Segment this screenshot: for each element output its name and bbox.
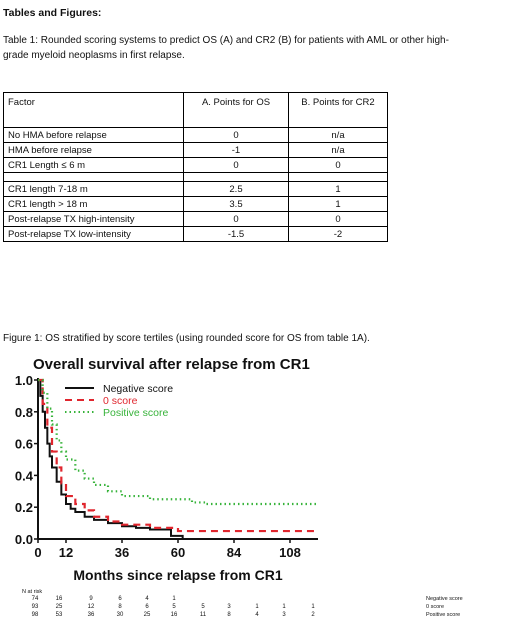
at-risk-count: 16 — [56, 596, 63, 602]
y-tick-label: 1.0 — [15, 373, 33, 388]
at-risk-count: 93 — [32, 604, 39, 610]
legend-label-1: Negative score — [103, 383, 173, 395]
at-risk-row-label: 0 score — [426, 604, 444, 610]
cell-os: 3.5 — [183, 196, 289, 212]
at-risk-count: 8 — [227, 612, 231, 618]
cell-factor: CR1 length 7-18 m — [3, 181, 184, 197]
at-risk-count: 9 — [89, 596, 93, 602]
table-caption-line-2: grade myeloid neoplasms in first relapse… — [3, 50, 185, 61]
cell-cr2: 0 — [288, 211, 388, 227]
cell-cr2: 1 — [288, 196, 388, 212]
at-risk-count: 12 — [88, 604, 95, 610]
spacer-cell — [183, 172, 289, 182]
cell-os: -1 — [183, 142, 289, 158]
at-risk-count: 16 — [171, 612, 178, 618]
x-tick-label: 108 — [279, 545, 301, 560]
at-risk-count: 98 — [32, 612, 39, 618]
cell-factor: CR1 Length ≤ 6 m — [3, 157, 184, 173]
x-tick-label: 60 — [171, 545, 185, 560]
x-tick-label: 12 — [59, 545, 73, 560]
series-line-2 — [38, 378, 318, 533]
table-row: Post-relapse TX high-intensity 0 0 — [3, 211, 388, 227]
y-tick-label: 0.2 — [15, 500, 33, 515]
x-tick-label: 36 — [115, 545, 129, 560]
cell-cr2: n/a — [288, 127, 388, 143]
at-risk-count: 4 — [255, 612, 259, 618]
scoring-table: Factor A. Points for OS B. Points for CR… — [3, 92, 388, 242]
table-row: CR1 length > 18 m 3.5 1 — [3, 196, 388, 212]
at-risk-count: 6 — [118, 596, 122, 602]
cell-cr2: 0 — [288, 157, 388, 173]
at-risk-count: 4 — [145, 596, 149, 602]
header-points-os: A. Points for OS — [183, 92, 289, 128]
at-risk-count: 25 — [56, 604, 63, 610]
table-row: CR1 length 7-18 m 2.5 1 — [3, 181, 388, 197]
cell-os: 0 — [183, 127, 289, 143]
series-line-1 — [38, 379, 184, 539]
spacer-cell — [288, 172, 388, 182]
figure-caption: Figure 1: OS stratified by score tertile… — [3, 333, 370, 344]
series-line-3 — [38, 378, 318, 506]
cell-os: 0 — [183, 157, 289, 173]
at-risk-count: 3 — [282, 612, 286, 618]
at-risk-row-label: Negative score — [426, 596, 463, 602]
at-risk-count: 1 — [282, 604, 286, 610]
cell-os: -1.5 — [183, 226, 289, 242]
cell-cr2: -2 — [288, 226, 388, 242]
at-risk-row-label: Positive score — [426, 612, 460, 618]
at-risk-count: 1 — [311, 604, 315, 610]
x-tick-label: 84 — [227, 545, 242, 560]
chart-title: Overall survival after relapse from CR1 — [33, 356, 310, 373]
at-risk-count: 8 — [118, 604, 122, 610]
cell-os: 2.5 — [183, 181, 289, 197]
at-risk-count: 1 — [255, 604, 259, 610]
at-risk-count: 6 — [145, 604, 149, 610]
y-tick-label: 0.4 — [15, 468, 34, 483]
cell-factor: No HMA before relapse — [3, 127, 184, 143]
at-risk-count: 2 — [311, 612, 315, 618]
x-tick-label: 0 — [34, 545, 41, 560]
at-risk-count: 5 — [201, 604, 205, 610]
at-risk-count: 1 — [172, 596, 176, 602]
header-points-cr2: B. Points for CR2 — [288, 92, 388, 128]
y-tick-label: 0.6 — [15, 437, 33, 452]
at-risk-count: 36 — [88, 612, 95, 618]
survival-chart: Overall survival after relapse from CR1 0… — [15, 356, 463, 618]
table-row: CR1 Length ≤ 6 m 0 0 — [3, 157, 388, 173]
section-heading: Tables and Figures: — [3, 7, 102, 19]
table-row: Post-relapse TX low-intensity -1.5 -2 — [3, 226, 388, 242]
cell-cr2: 1 — [288, 181, 388, 197]
header-factor: Factor — [3, 92, 184, 128]
y-tick-label: 0.0 — [15, 532, 33, 547]
table-spacer-row — [3, 172, 388, 182]
table-caption-line-1: Table 1: Rounded scoring systems to pred… — [3, 35, 449, 46]
cell-cr2: n/a — [288, 142, 388, 158]
at-risk-count: 25 — [144, 612, 151, 618]
at-risk-count: 53 — [56, 612, 63, 618]
cell-factor: Post-relapse TX low-intensity — [3, 226, 184, 242]
y-tick-label: 0.8 — [15, 405, 33, 420]
cell-factor: CR1 length > 18 m — [3, 196, 184, 212]
table-header-row: Factor A. Points for OS B. Points for CR… — [3, 92, 388, 128]
cell-os: 0 — [183, 211, 289, 227]
table-row: HMA before relapse -1 n/a — [3, 142, 388, 158]
table-row: No HMA before relapse 0 n/a — [3, 127, 388, 143]
at-risk-label: N at risk — [22, 589, 42, 595]
at-risk-count: 5 — [172, 604, 176, 610]
cell-factor: HMA before relapse — [3, 142, 184, 158]
legend-label-3: Positive score — [103, 407, 169, 419]
legend-label-2: 0 score — [103, 395, 138, 407]
cell-factor: Post-relapse TX high-intensity — [3, 211, 184, 227]
at-risk-count: 30 — [117, 612, 124, 618]
x-axis-label: Months since relapse from CR1 — [73, 567, 282, 583]
at-risk-count: 11 — [200, 612, 207, 618]
at-risk-count: 74 — [32, 596, 39, 602]
at-risk-count: 3 — [227, 604, 231, 610]
spacer-cell — [3, 172, 184, 182]
